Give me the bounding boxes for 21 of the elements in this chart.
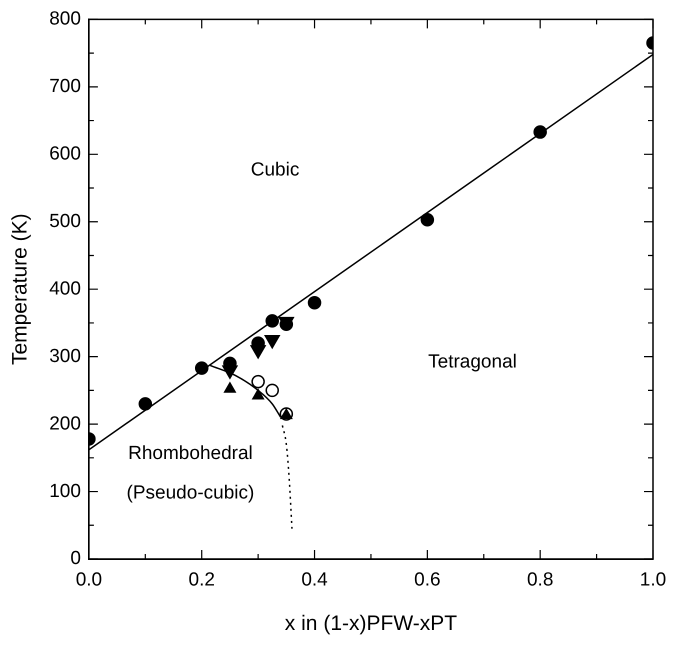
annotation: Tetragonal: [428, 351, 517, 372]
y-tick-label: 100: [49, 480, 81, 502]
x-tick-label: 0.2: [188, 570, 215, 591]
y-tick-label: 400: [49, 278, 81, 300]
annotation: Rhombohedral: [128, 443, 253, 464]
y-tick-label: 800: [49, 8, 81, 30]
y-tick-label: 600: [49, 144, 81, 165]
x-tick-label: 0.0: [76, 570, 102, 591]
y-axis-title: Temperature (K): [8, 213, 32, 366]
y-tick-label: 0: [70, 548, 81, 570]
x-tick-label: 0.6: [414, 570, 441, 591]
x-tick-label: 0.4: [301, 570, 328, 591]
x-tick-label: 1.0: [640, 570, 666, 591]
y-tick-label: 200: [49, 413, 81, 434]
x-tick-label: 0.8: [526, 570, 554, 591]
y-tick-label: 500: [49, 210, 81, 232]
y-tick-label: 700: [49, 76, 81, 98]
y-tick-label: 300: [49, 346, 81, 367]
x-axis-title: x in (1-x)PFW-xPT: [284, 612, 458, 636]
annotation: (Pseudo-cubic): [126, 482, 254, 504]
annotation: Cubic: [250, 160, 300, 181]
